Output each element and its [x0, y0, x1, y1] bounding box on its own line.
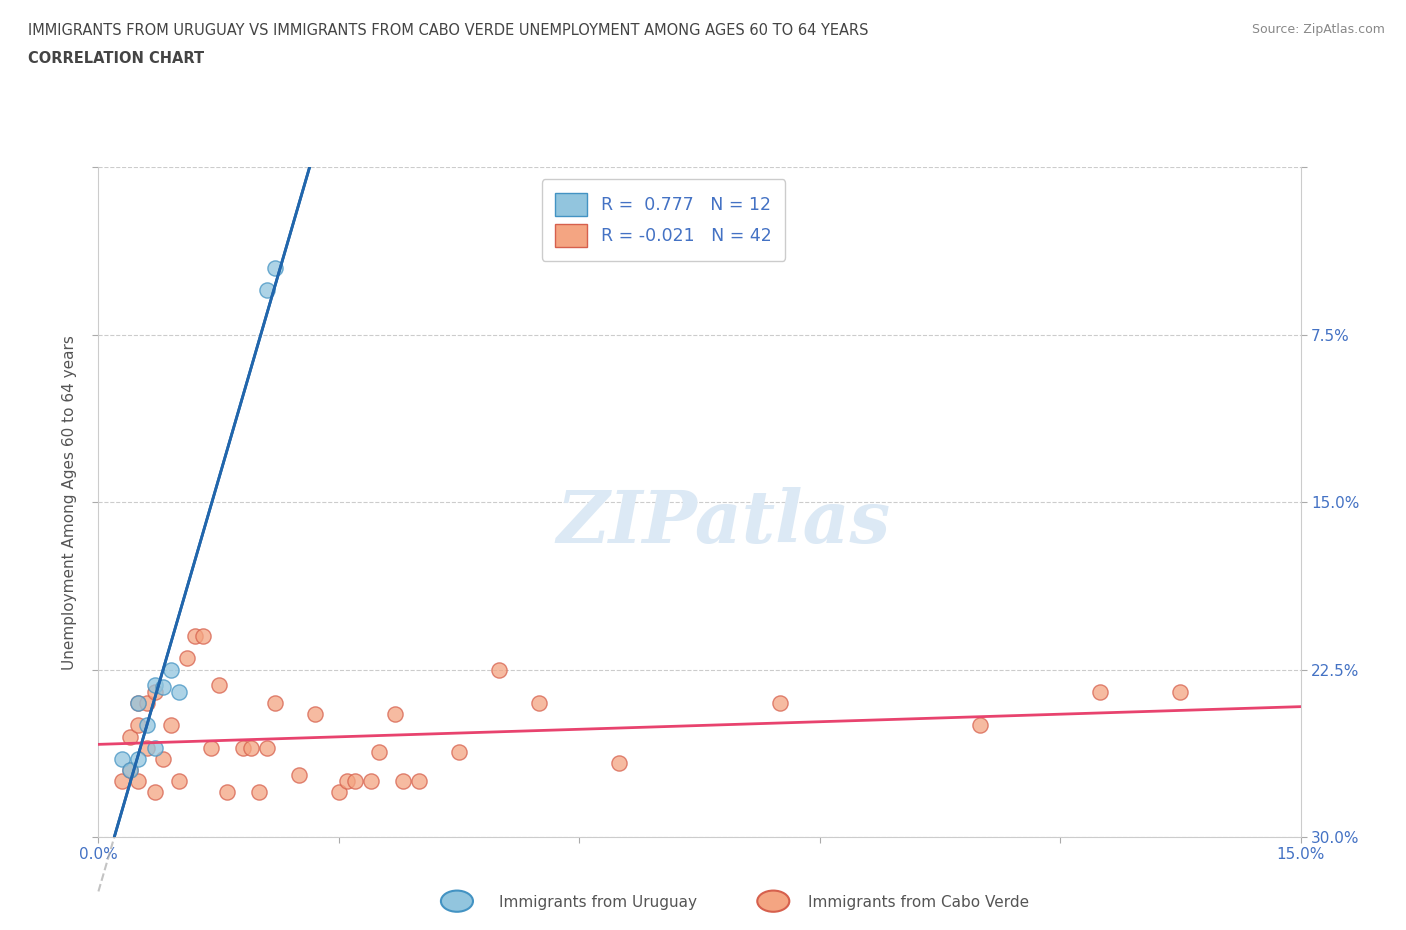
- Point: [159, 718, 181, 733]
- Point: [152, 751, 174, 766]
- Point: [143, 678, 166, 693]
- Point: [111, 774, 134, 789]
- Point: [128, 774, 150, 789]
- Point: [1170, 684, 1192, 699]
- Point: [263, 696, 285, 711]
- Point: [152, 680, 174, 695]
- Text: Immigrants from Cabo Verde: Immigrants from Cabo Verde: [808, 895, 1029, 910]
- Point: [176, 651, 198, 666]
- Point: [159, 662, 181, 677]
- Point: [384, 707, 406, 722]
- Point: [263, 260, 285, 275]
- Circle shape: [758, 891, 789, 911]
- Text: ZIPatlas: ZIPatlas: [557, 486, 890, 558]
- Point: [488, 662, 510, 677]
- Legend: R =  0.777   N = 12, R = -0.021   N = 42: R = 0.777 N = 12, R = -0.021 N = 42: [541, 179, 786, 260]
- Point: [120, 763, 142, 777]
- Point: [256, 283, 278, 298]
- Point: [969, 718, 991, 733]
- Point: [128, 696, 150, 711]
- Point: [769, 696, 792, 711]
- Point: [183, 629, 205, 644]
- Point: [167, 774, 190, 789]
- Point: [167, 684, 190, 699]
- Point: [1088, 684, 1111, 699]
- Point: [408, 774, 430, 789]
- Point: [239, 740, 262, 755]
- Point: [128, 718, 150, 733]
- Point: [143, 740, 166, 755]
- Point: [111, 751, 134, 766]
- Point: [143, 785, 166, 800]
- Point: [143, 684, 166, 699]
- Point: [120, 763, 142, 777]
- Point: [609, 756, 631, 771]
- Point: [200, 740, 222, 755]
- Point: [392, 774, 415, 789]
- Point: [135, 740, 157, 755]
- Point: [304, 707, 326, 722]
- Text: Immigrants from Uruguay: Immigrants from Uruguay: [499, 895, 697, 910]
- Point: [247, 785, 270, 800]
- Point: [135, 718, 157, 733]
- Text: CORRELATION CHART: CORRELATION CHART: [28, 51, 204, 66]
- Point: [368, 745, 391, 760]
- Point: [128, 696, 150, 711]
- Point: [215, 785, 238, 800]
- Point: [191, 629, 214, 644]
- Point: [208, 678, 231, 693]
- Point: [343, 774, 366, 789]
- Point: [336, 774, 359, 789]
- Circle shape: [441, 891, 472, 911]
- Point: [360, 774, 382, 789]
- Y-axis label: Unemployment Among Ages 60 to 64 years: Unemployment Among Ages 60 to 64 years: [62, 335, 77, 670]
- Point: [120, 729, 142, 744]
- Point: [447, 745, 470, 760]
- Point: [328, 785, 350, 800]
- Point: [529, 696, 551, 711]
- Text: Source: ZipAtlas.com: Source: ZipAtlas.com: [1251, 23, 1385, 36]
- Point: [135, 696, 157, 711]
- Point: [256, 740, 278, 755]
- Text: IMMIGRANTS FROM URUGUAY VS IMMIGRANTS FROM CABO VERDE UNEMPLOYMENT AMONG AGES 60: IMMIGRANTS FROM URUGUAY VS IMMIGRANTS FR…: [28, 23, 869, 38]
- Point: [128, 751, 150, 766]
- Point: [288, 767, 311, 782]
- Point: [232, 740, 254, 755]
